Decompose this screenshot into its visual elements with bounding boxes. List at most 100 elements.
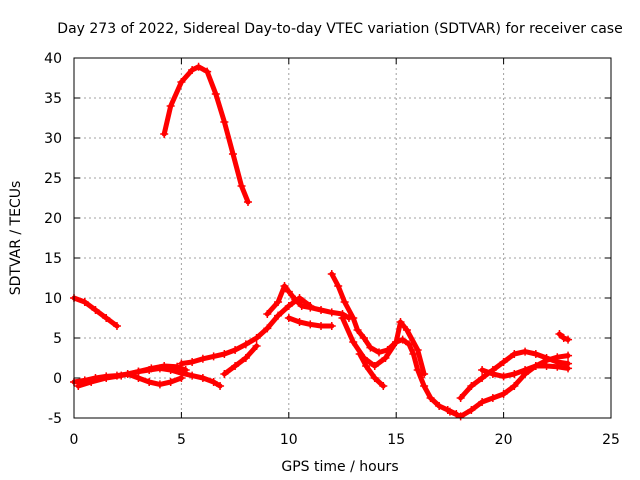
data-point — [280, 282, 289, 290]
data-point — [355, 350, 364, 358]
data-point — [409, 350, 418, 358]
data-point — [359, 334, 368, 342]
data-point — [499, 372, 508, 381]
data-point — [284, 314, 293, 322]
data-point — [559, 334, 568, 342]
data-point — [353, 326, 362, 334]
data-point — [338, 314, 347, 322]
data-point — [340, 298, 349, 306]
data-point — [542, 362, 551, 370]
data-point — [177, 359, 186, 368]
data-point — [467, 382, 476, 390]
data-point — [188, 371, 197, 380]
y-tick-label: 5 — [53, 331, 62, 347]
data-point — [160, 362, 169, 370]
series-arc-mid-f — [355, 350, 388, 390]
data-point — [510, 370, 519, 378]
data-point — [478, 398, 487, 406]
x-tick-label: 5 — [177, 432, 186, 448]
data-point — [112, 322, 121, 330]
data-point — [542, 354, 551, 362]
data-point — [445, 407, 454, 416]
data-point — [231, 362, 240, 370]
data-point — [555, 330, 564, 338]
data-point — [349, 314, 358, 322]
x-tick-label: 15 — [387, 432, 405, 448]
y-tick-label: 20 — [44, 211, 62, 227]
data-point — [177, 78, 186, 86]
data-point — [177, 374, 186, 382]
data-point — [284, 287, 293, 296]
data-point — [274, 298, 283, 306]
data-point — [521, 347, 530, 356]
data-point — [117, 371, 126, 380]
data-point — [181, 366, 190, 374]
data-point — [488, 370, 497, 378]
y-tick-label: 30 — [44, 131, 62, 147]
data-point — [134, 374, 143, 382]
x-axis-label: GPS time / hours — [281, 459, 398, 475]
data-point — [284, 302, 293, 310]
data-point — [241, 340, 250, 349]
series-arc-late-d — [555, 330, 573, 344]
series-arc-mid-a — [220, 342, 261, 378]
chart-title: Day 273 of 2022, Sidereal Day-to-day VTE… — [57, 21, 622, 37]
data-point — [220, 370, 229, 378]
data-point — [209, 352, 218, 361]
data-point — [317, 306, 326, 314]
data-point — [420, 382, 429, 390]
data-point — [252, 342, 261, 350]
data-point — [398, 335, 407, 344]
data-point — [467, 406, 476, 414]
data-point — [241, 354, 250, 362]
series-arc-late-b — [456, 347, 573, 402]
data-point — [327, 270, 336, 278]
data-point — [564, 351, 573, 360]
data-point — [402, 326, 411, 334]
data-point — [123, 370, 132, 378]
series-arc-late-c — [478, 362, 573, 381]
data-point — [306, 320, 315, 329]
y-tick-label: 40 — [44, 51, 62, 67]
y-tick-label: 15 — [44, 251, 62, 267]
data-point — [366, 343, 375, 352]
data-point — [145, 378, 154, 386]
data-point — [531, 362, 540, 370]
data-point — [203, 67, 212, 76]
y-tick-label: 10 — [44, 291, 62, 307]
data-point — [91, 306, 100, 314]
data-point — [370, 362, 379, 370]
data-point — [531, 350, 540, 358]
y-tick-label: 25 — [44, 171, 62, 187]
data-point — [456, 412, 465, 421]
y-tick-label: 0 — [53, 371, 62, 387]
series-arc-low-b — [74, 362, 190, 390]
data-point — [87, 378, 96, 386]
data-point — [478, 366, 487, 374]
data-point — [435, 402, 444, 410]
data-point — [188, 358, 197, 366]
data-point — [291, 295, 300, 304]
x-tick-label: 20 — [495, 432, 513, 448]
data-point — [211, 90, 220, 98]
y-tick-label: 35 — [44, 91, 62, 107]
data-point — [102, 374, 111, 382]
data-point — [102, 314, 111, 322]
data-point — [413, 366, 422, 374]
data-point — [252, 334, 261, 342]
data-point — [263, 310, 272, 318]
plot-border — [73, 57, 612, 419]
data-point — [420, 370, 429, 378]
data-point — [426, 394, 435, 402]
data-point — [209, 378, 218, 386]
data-point — [349, 338, 358, 346]
data-point — [194, 62, 203, 71]
data-point — [379, 382, 388, 390]
axis-ticks: 0 5 10 15 20 25 -5 0 5 10 15 20 25 30 35 40 — [44, 51, 620, 448]
data-point — [155, 380, 164, 389]
data-point — [370, 374, 379, 382]
x-tick-label: 10 — [280, 432, 298, 448]
data-point — [478, 374, 487, 382]
